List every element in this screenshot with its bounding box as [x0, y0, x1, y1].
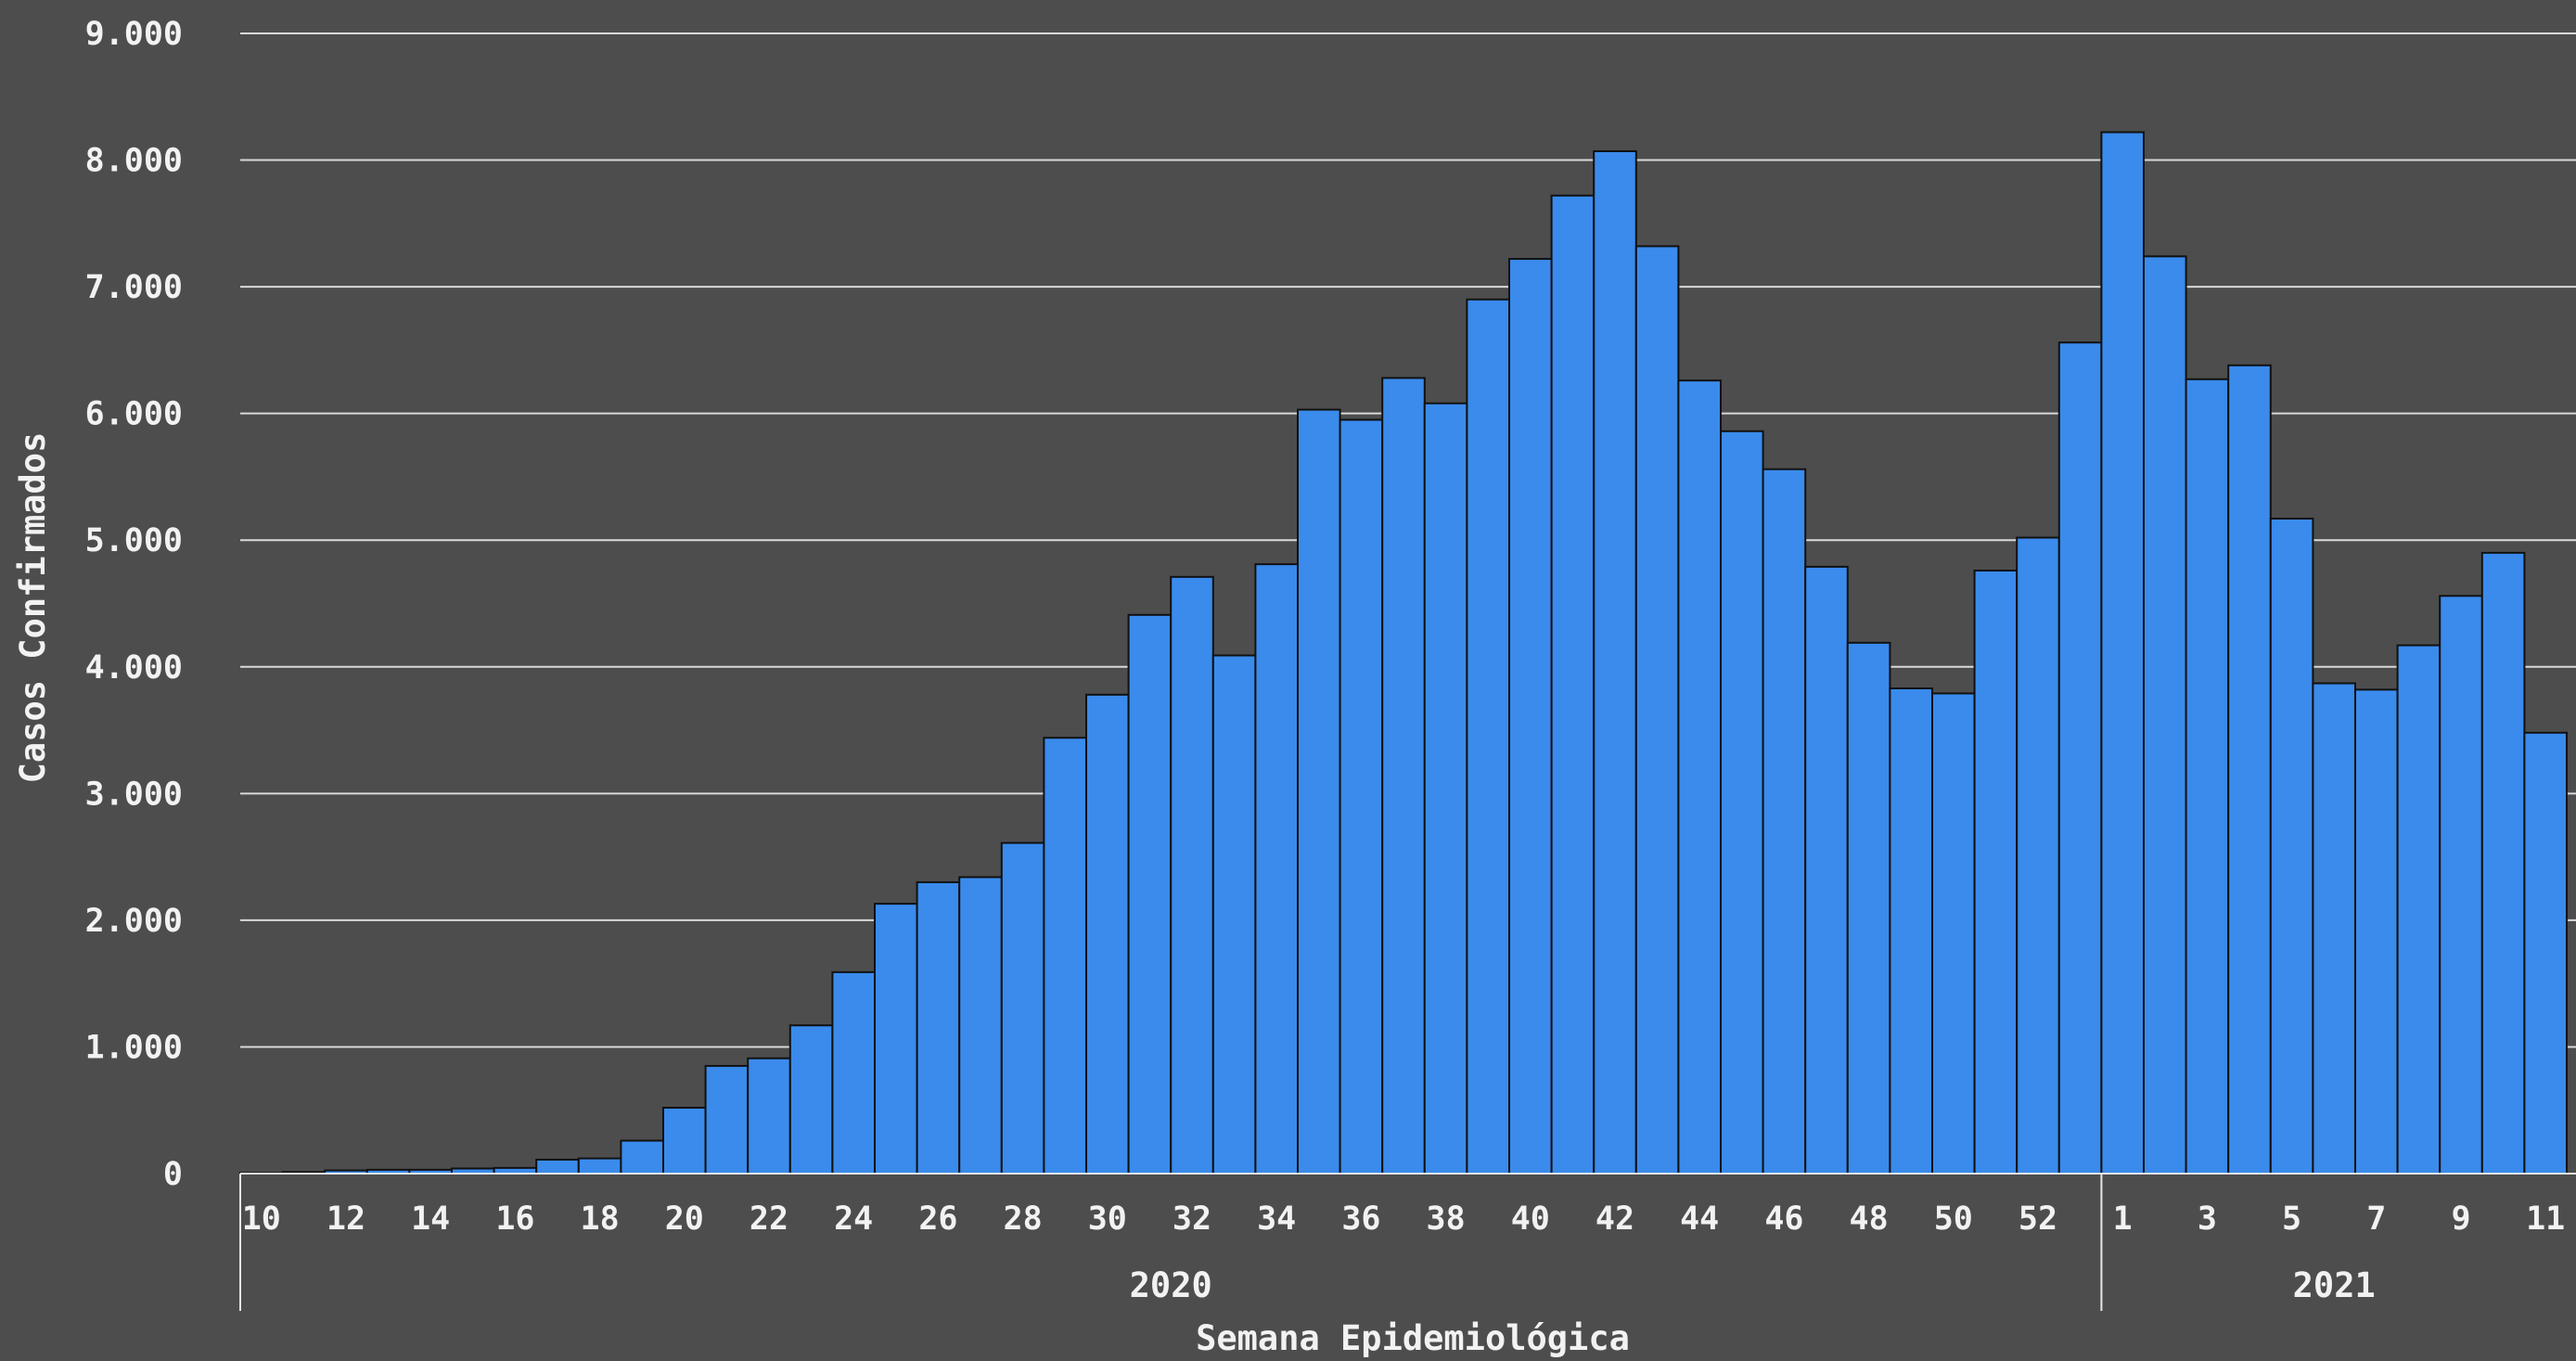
- x-tick-label: 14: [411, 1201, 450, 1238]
- x-tick-label: 30: [1088, 1201, 1127, 1238]
- x-tick-label: 28: [1004, 1201, 1043, 1238]
- bar: [2396, 644, 2441, 1175]
- y-tick-label: 9.000: [85, 16, 183, 53]
- x-tick-label: 34: [1257, 1201, 1296, 1238]
- bar: [2016, 536, 2060, 1175]
- bar: [2312, 682, 2356, 1175]
- bar: [831, 970, 877, 1175]
- bar: [1085, 693, 1130, 1175]
- bar: [620, 1139, 665, 1175]
- bar: [1634, 245, 1680, 1175]
- y-tick-label: 8.000: [85, 143, 183, 180]
- bar: [1973, 569, 2019, 1175]
- bar: [747, 1057, 791, 1175]
- x-tick-label: 38: [1427, 1201, 1466, 1238]
- x-tick-label: 44: [1680, 1201, 1719, 1238]
- bar: [535, 1158, 580, 1175]
- x-tick-label: 7: [2366, 1201, 2386, 1238]
- x-tick-label: 18: [581, 1201, 620, 1238]
- x-tick-label: 24: [834, 1201, 873, 1238]
- bar: [662, 1106, 707, 1175]
- bar: [2057, 341, 2103, 1175]
- bar: [1466, 298, 1511, 1175]
- bar: [1720, 430, 1764, 1175]
- x-tick-label: 12: [327, 1201, 365, 1238]
- y-tick-label: 6.000: [85, 396, 183, 433]
- bar: [1297, 408, 1341, 1175]
- x-tick-label: 42: [1596, 1201, 1634, 1238]
- x-tick-label: 9: [2451, 1201, 2470, 1238]
- bar: [704, 1064, 750, 1175]
- bar: [2354, 688, 2399, 1175]
- x-tick-label: 50: [1934, 1201, 1973, 1238]
- bar: [1211, 654, 1257, 1175]
- y-tick-label: 2.000: [85, 903, 183, 940]
- x-tick-label: 48: [1850, 1201, 1889, 1238]
- y-tick-label: 3.000: [85, 776, 183, 813]
- x-tick-label: 26: [918, 1201, 957, 1238]
- x-tick-label: 11: [2526, 1201, 2565, 1238]
- bar: [874, 903, 918, 1175]
- bar: [1000, 841, 1045, 1175]
- y-tick-label: 5.000: [85, 522, 183, 559]
- bar: [2143, 255, 2187, 1175]
- bar: [2185, 378, 2230, 1175]
- bar: [1804, 565, 1849, 1175]
- bar: [1846, 641, 1891, 1175]
- x-axis-title: Semana Epidemiológica: [1196, 1318, 1630, 1357]
- x-tick-label: 5: [2282, 1201, 2301, 1238]
- bar: [958, 876, 1003, 1175]
- axes: 0 1.000 2.000 3.000 4.000 5.000 6.000 7.000 8.00…: [85, 16, 2576, 1311]
- bar: [2100, 131, 2145, 1175]
- bar: [1508, 258, 1553, 1175]
- bar: [1762, 468, 1807, 1175]
- x-tick-label: 20: [665, 1201, 704, 1238]
- bar: [2269, 518, 2314, 1175]
- y-tick-label: 1.000: [85, 1029, 183, 1066]
- year-group-label: 2021: [2293, 1265, 2376, 1305]
- bar: [1170, 575, 1214, 1175]
- x-tick-label: 10: [242, 1201, 281, 1238]
- x-tick-label: 3: [2198, 1201, 2217, 1238]
- bar: [2439, 595, 2483, 1175]
- bar: [1889, 687, 1934, 1175]
- y-tick-label: 0: [163, 1156, 183, 1193]
- bars: [239, 131, 2568, 1175]
- bar: [1931, 692, 1976, 1175]
- x-tick-label: 22: [750, 1201, 788, 1238]
- year-group-label: 2020: [1130, 1265, 1212, 1305]
- bar: [1339, 418, 1384, 1175]
- x-tick-label: 16: [495, 1201, 534, 1238]
- bar: [1127, 613, 1173, 1175]
- bar: [2480, 551, 2526, 1175]
- bar: [2227, 364, 2272, 1175]
- x-tick-label: 32: [1173, 1201, 1211, 1238]
- bar: [2523, 731, 2568, 1175]
- y-axis-title: Casos Confirmados: [13, 432, 53, 784]
- bar: [1381, 377, 1426, 1175]
- bar: [577, 1157, 622, 1175]
- bar: [788, 1024, 834, 1175]
- y-tick-label: 7.000: [85, 269, 183, 306]
- y-tick-label: 4.000: [85, 649, 183, 687]
- bar: [1254, 563, 1300, 1175]
- x-tick-label: 1: [2113, 1201, 2133, 1238]
- bar: [1677, 379, 1723, 1175]
- x-tick-label: 36: [1341, 1201, 1380, 1238]
- bar: [1043, 737, 1088, 1175]
- bar: [916, 880, 961, 1175]
- x-tick-label: 40: [1511, 1201, 1550, 1238]
- x-tick-label: 52: [2019, 1201, 2057, 1238]
- bar: [1550, 194, 1596, 1175]
- bar: [1423, 402, 1468, 1175]
- bar: [1593, 149, 1637, 1175]
- x-tick-label: 46: [1764, 1201, 1803, 1238]
